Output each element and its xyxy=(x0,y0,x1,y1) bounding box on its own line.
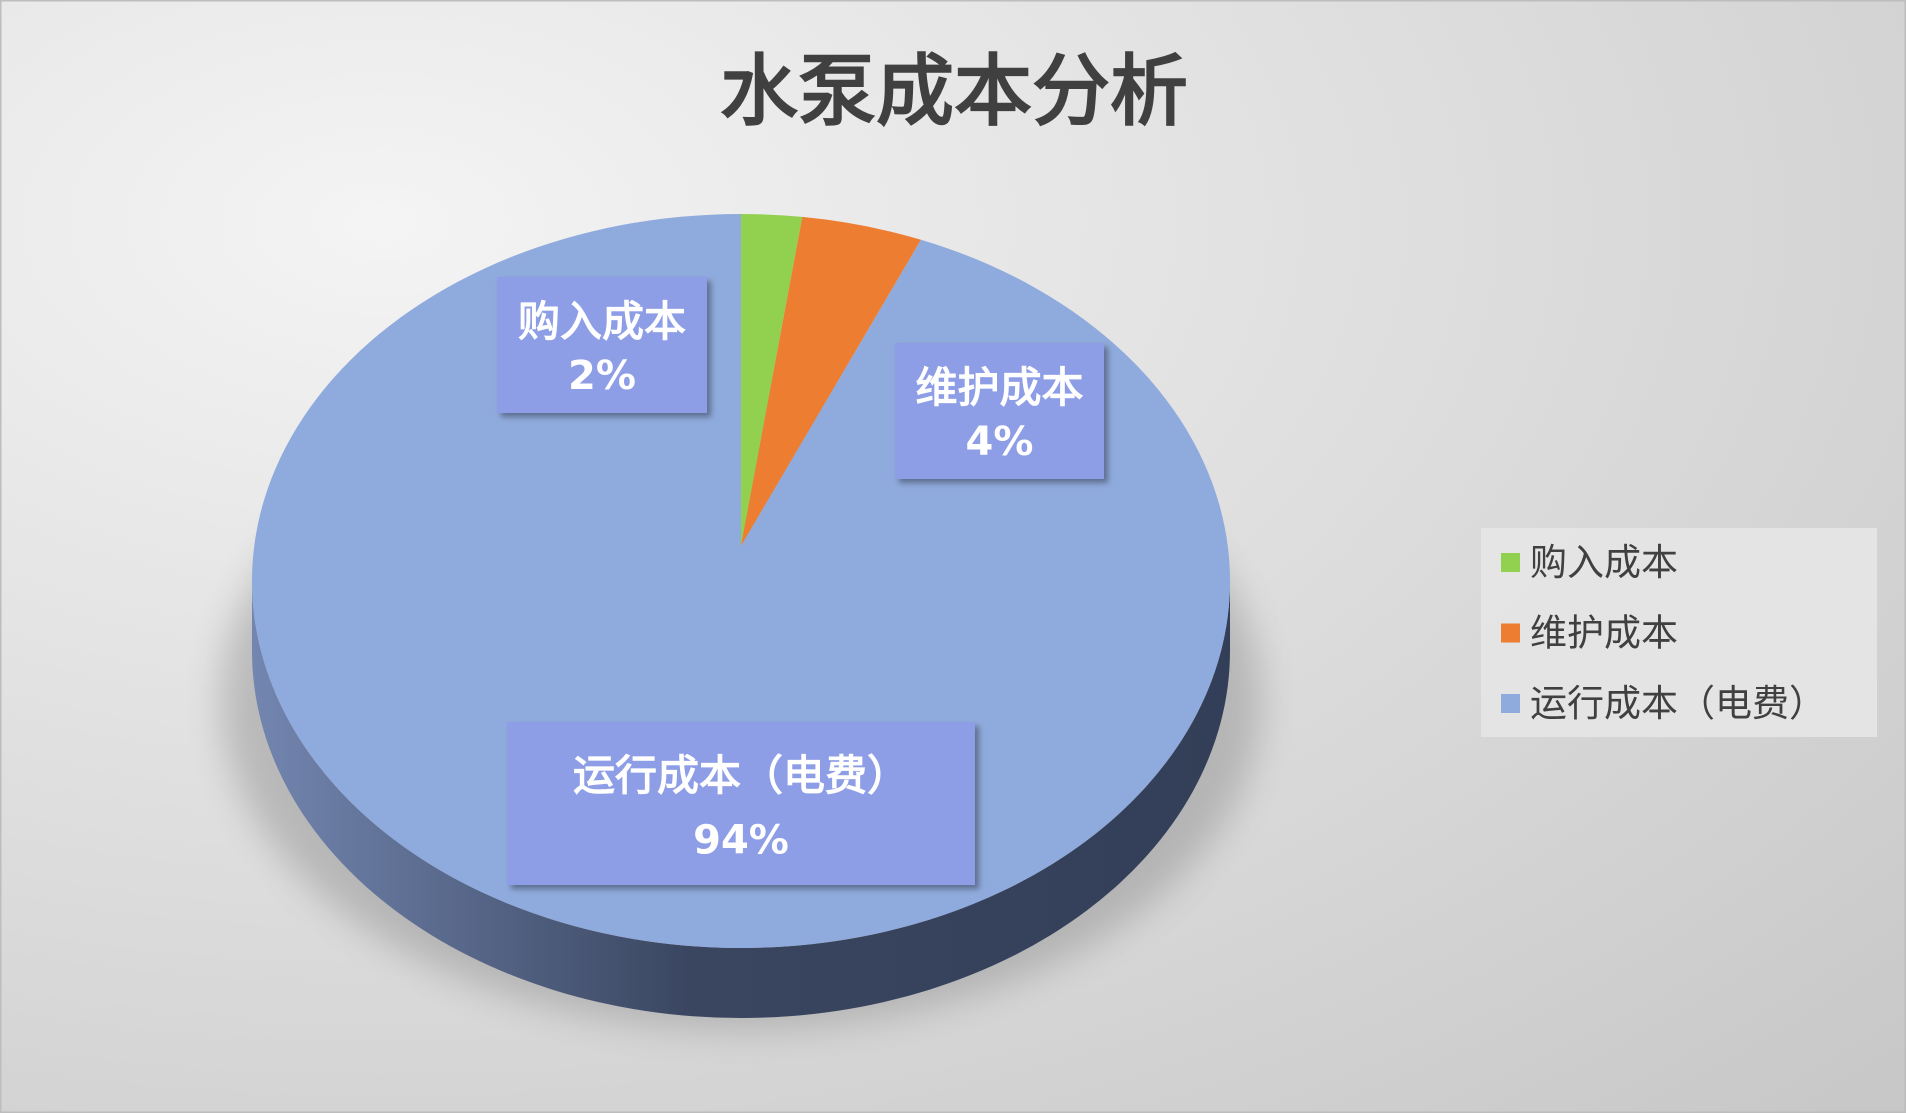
data-label-2: 维护成本 4% xyxy=(895,343,1104,479)
legend-marker xyxy=(1501,553,1520,572)
legend-item-3: 运行成本（电费） xyxy=(1501,682,1826,725)
pie-side xyxy=(252,581,1230,1018)
data-label-value: 2% xyxy=(568,353,636,399)
data-label-value: 94% xyxy=(693,817,789,863)
legend-label: 运行成本（电费） xyxy=(1530,682,1826,725)
data-label-box xyxy=(507,722,975,885)
data-label-1: 购入成本 2% xyxy=(497,277,707,413)
legend-marker xyxy=(1501,694,1520,713)
legend-item-1: 购入成本 xyxy=(1501,541,1678,584)
legend-label: 购入成本 xyxy=(1530,541,1678,584)
legend-box xyxy=(1481,528,1877,737)
legend-item-2: 维护成本 xyxy=(1501,612,1678,655)
chart-title: 水泵成本分析 xyxy=(720,47,1188,137)
data-label-name: 维护成本 xyxy=(915,363,1083,412)
legend-marker xyxy=(1501,623,1520,643)
pie-slice-1 xyxy=(741,214,803,546)
data-label-value: 4% xyxy=(966,419,1034,465)
data-label-box xyxy=(895,343,1104,479)
data-label-box xyxy=(497,277,707,413)
data-label-name: 运行成本（电费） xyxy=(573,751,909,800)
data-label-3: 运行成本（电费） 94% xyxy=(507,722,975,885)
legend-label: 维护成本 xyxy=(1530,612,1678,655)
data-label-name: 购入成本 xyxy=(518,297,686,346)
pie-slice-2 xyxy=(741,216,922,546)
